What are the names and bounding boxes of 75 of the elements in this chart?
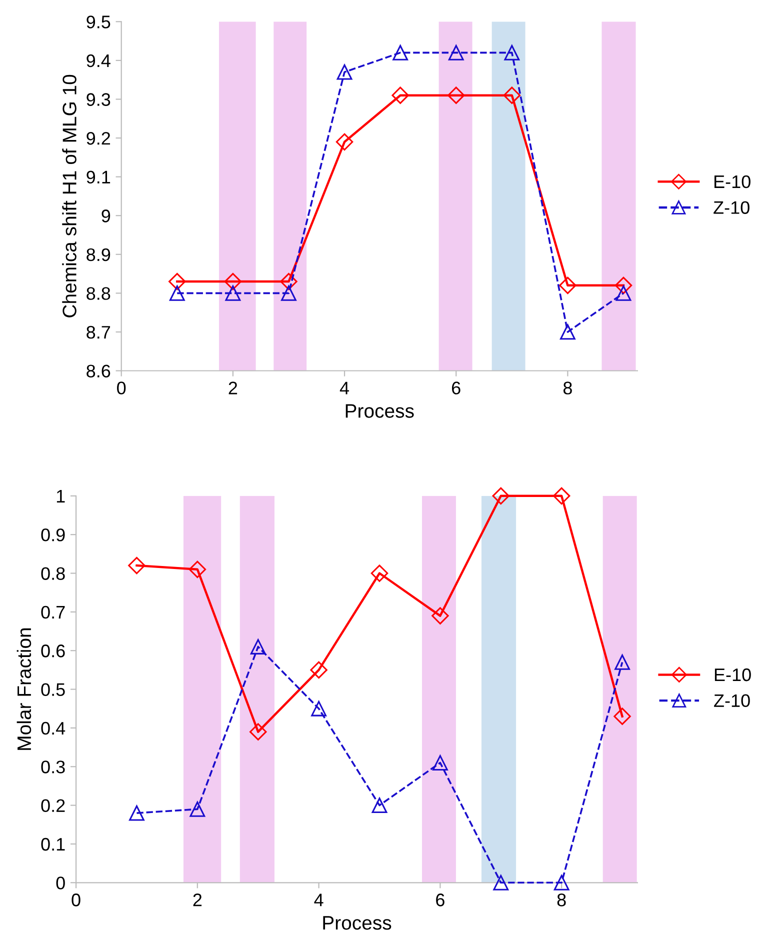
legend-label: E-10: [714, 175, 750, 188]
point: [560, 324, 576, 340]
point: [447, 86, 465, 104]
y-tick-label: 8.6: [86, 364, 110, 378]
y-tick-label: 8.7: [86, 326, 110, 339]
y-tick-label: 0.6: [41, 644, 65, 658]
x-tick-label: 0: [72, 894, 80, 906]
point: [503, 86, 521, 104]
point: [372, 798, 388, 814]
x-tick-label: 4: [340, 382, 350, 394]
x-tick-label: 4: [314, 894, 324, 906]
y-tick-label: 9.5: [86, 16, 110, 28]
point: [310, 661, 328, 679]
point: [614, 276, 632, 294]
point: [336, 133, 354, 151]
point: [392, 44, 408, 60]
y-tick-label: 8.9: [86, 248, 110, 262]
x-axis-title: Process: [323, 916, 392, 930]
point: [432, 755, 448, 770]
legend-label: E-10: [714, 668, 751, 682]
y-tick-label: 9.2: [86, 132, 110, 145]
y-tick-label: 0.7: [41, 606, 65, 619]
x-tick-label: 8: [557, 894, 566, 906]
point: [336, 64, 352, 80]
point: [493, 874, 509, 890]
y-tick-label: 0.2: [41, 799, 65, 812]
point: [370, 564, 388, 582]
point: [281, 285, 296, 301]
y-tick-label: 0.3: [41, 760, 65, 774]
point: [128, 556, 146, 574]
x-axis-title: Process: [346, 404, 414, 418]
point: [224, 272, 242, 290]
y-tick-label: 1: [56, 490, 65, 502]
point: [448, 44, 464, 60]
point: [432, 607, 449, 624]
point: [616, 285, 632, 301]
y-tick-label: 0.8: [41, 567, 65, 580]
y-axis-title: Molar Fraction: [16, 628, 32, 750]
point: [614, 654, 630, 670]
point: [188, 560, 206, 578]
x-tick-label: 2: [193, 894, 202, 906]
x-tick-label: 2: [228, 382, 238, 394]
point: [492, 487, 510, 505]
point: [392, 86, 409, 104]
x-tick-label: 6: [452, 382, 460, 394]
point: [554, 874, 570, 890]
point: [168, 272, 186, 290]
point: [614, 708, 631, 725]
y-axis-title: Chemica shift H1 of MLG 10: [62, 74, 76, 318]
x-tick-label: 0: [117, 382, 126, 394]
point: [280, 272, 298, 290]
point: [552, 487, 570, 505]
x-tick-label: 6: [436, 894, 444, 906]
y-tick-label: 9.1: [86, 170, 110, 184]
point: [129, 805, 144, 821]
point: [559, 276, 576, 294]
point: [504, 44, 520, 60]
legend-label: Z-10: [714, 201, 750, 214]
x-tick-label: 8: [563, 382, 572, 394]
y-tick-label: 0.9: [41, 528, 65, 542]
point: [169, 285, 185, 301]
y-tick-label: 0: [56, 876, 65, 890]
point: [250, 639, 266, 654]
y-tick-label: 0.4: [41, 722, 66, 735]
y-tick-label: 0.5: [41, 683, 65, 696]
point: [190, 801, 206, 817]
y-tick-label: 9: [102, 210, 110, 222]
y-tick-label: 8.8: [86, 287, 110, 300]
legend-label: Z-10: [714, 694, 750, 708]
point: [249, 723, 267, 740]
point: [225, 285, 241, 301]
y-tick-label: 9.3: [86, 93, 110, 106]
y-tick-label: 9.4: [86, 54, 110, 68]
y-tick-label: 0.1: [41, 838, 65, 851]
point: [311, 700, 327, 716]
